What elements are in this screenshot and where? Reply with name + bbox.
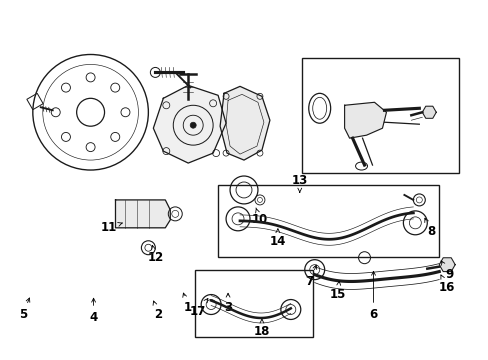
Text: 14: 14 <box>269 229 285 248</box>
Text: 1: 1 <box>183 293 192 314</box>
Text: 12: 12 <box>147 246 163 264</box>
Polygon shape <box>344 102 386 138</box>
Text: 15: 15 <box>329 281 345 301</box>
Text: 7: 7 <box>305 265 316 288</box>
Bar <box>301 58 458 173</box>
Polygon shape <box>438 258 454 271</box>
Text: 8: 8 <box>424 218 434 238</box>
Bar <box>218 185 438 257</box>
Polygon shape <box>422 106 435 118</box>
Bar <box>27 93 43 110</box>
Polygon shape <box>220 86 269 160</box>
Circle shape <box>190 122 196 128</box>
Text: 13: 13 <box>291 174 307 192</box>
Text: 9: 9 <box>440 261 452 281</box>
Text: 2: 2 <box>153 301 162 321</box>
Polygon shape <box>153 85 225 163</box>
Text: 6: 6 <box>368 271 377 321</box>
Polygon shape <box>115 200 170 228</box>
Text: 4: 4 <box>89 298 98 324</box>
Text: 16: 16 <box>438 275 454 294</box>
Text: 17: 17 <box>190 298 207 318</box>
Text: 3: 3 <box>224 293 232 314</box>
Text: 5: 5 <box>19 298 30 321</box>
Bar <box>195 270 312 337</box>
Text: 18: 18 <box>253 319 269 338</box>
Text: 10: 10 <box>251 208 267 226</box>
Text: 11: 11 <box>100 221 122 234</box>
